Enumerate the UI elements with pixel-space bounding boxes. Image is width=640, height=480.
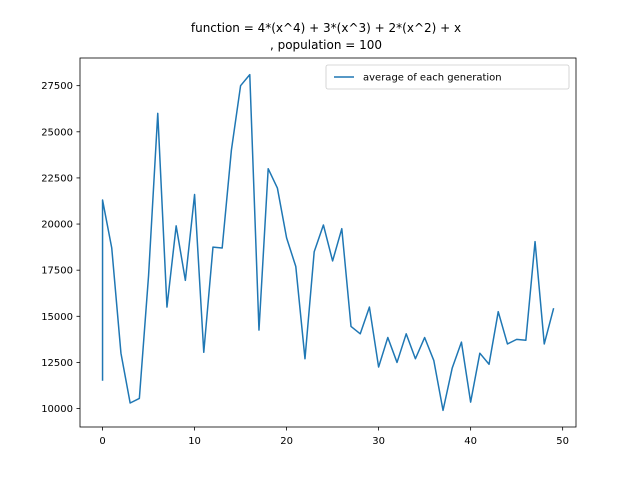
y-tick-label: 17500 — [41, 266, 73, 277]
x-tick-label: 40 — [464, 436, 477, 447]
legend-box — [325, 64, 570, 90]
y-tick-label: 25000 — [41, 127, 73, 138]
axes: 0 10 20 30 40 50 10000 12500 15000 17500 20000 2250… — [41, 57, 577, 447]
x-tick-label: 30 — [372, 436, 385, 447]
x-tick-label: 20 — [280, 436, 293, 447]
y-tick-label: 10000 — [41, 404, 73, 415]
y-tick-label: 15000 — [41, 312, 73, 323]
legend-entry-label-0: average of each generation — [363, 73, 502, 84]
x-tick-label: 0 — [99, 436, 105, 447]
y-tick-label: 22500 — [41, 173, 73, 184]
plot-area — [101, 73, 555, 412]
axes-frame — [79, 57, 577, 428]
legend: average of each generation — [325, 64, 570, 90]
x-tick-label: 50 — [556, 436, 569, 447]
y-tick-label: 12500 — [41, 358, 73, 369]
chart-title-line-1: function = 4*(x^4) + 3*(x^3) + 2*(x^2) +… — [191, 21, 461, 35]
y-tick-label: 20000 — [41, 220, 73, 231]
series-line-0 — [101, 73, 555, 412]
y-tick-label: 27500 — [41, 81, 73, 92]
x-tick-label: 10 — [188, 436, 201, 447]
chart-title-line-2: , population = 100 — [270, 38, 382, 52]
